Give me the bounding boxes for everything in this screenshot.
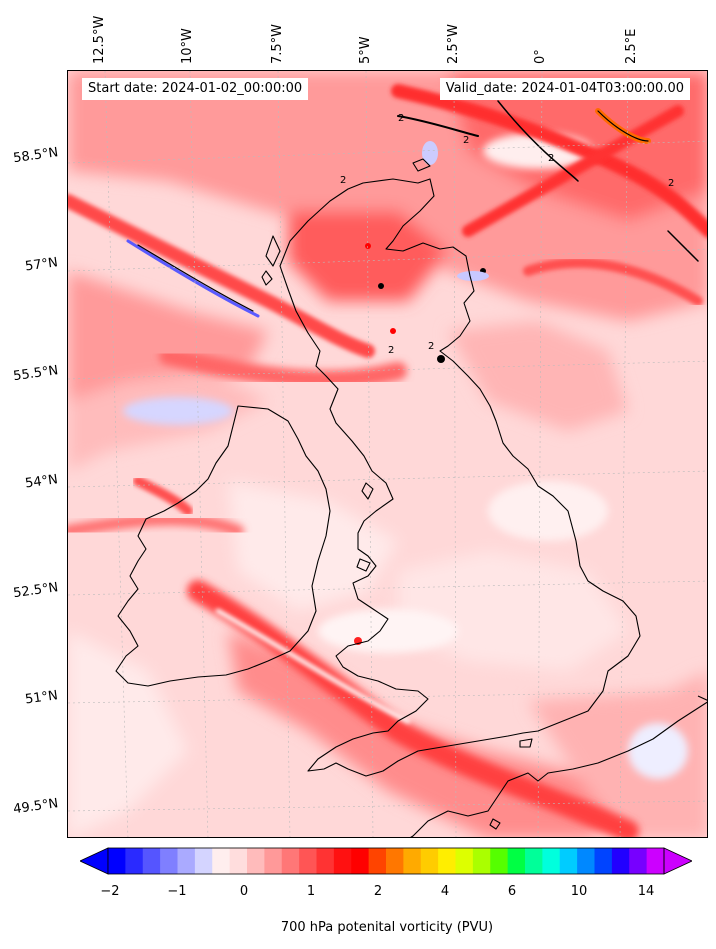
colorbar-swatch [507,848,526,874]
colorbar-swatch [194,848,213,874]
colorbar-swatch [177,848,196,874]
colorbar-swatch [438,848,456,874]
colorbar-swatch [525,848,543,874]
colorbar-swatch [542,848,561,874]
lat-label-54n: 54°N [24,472,60,492]
svg-text:2: 2 [340,175,346,186]
colorbar-swatch [455,848,474,874]
colorbar-swatch [629,848,648,874]
colorbar-title: 700 hPa potenital vorticity (PVU) [280,920,494,935]
lon-label-0: 0° [533,49,548,64]
lon-label-2.5w: 2.5°W [446,23,461,64]
lon-label-2.5e: 2.5°E [624,28,639,64]
cb-tick-1: 1 [306,884,316,899]
colorbar-swatch [160,848,178,874]
coastlines [115,158,707,837]
colorbar-swatch [108,848,126,874]
cb-tick-6: 6 [507,884,517,899]
colorbar-swatch [299,848,317,874]
lat-label-57n: 57°N [24,255,60,275]
lat-label-49.5n: 49.5°N [12,796,60,818]
colorbar-swatch [403,848,422,874]
colorbar-swatch [386,848,404,874]
cb-tick-10: 10 [570,884,588,899]
lat-label-52.5n: 52.5°N [12,580,60,602]
colorbar-swatch [264,848,283,874]
svg-text:2: 2 [398,113,404,124]
svg-text:2: 2 [548,153,554,164]
pv-field-map: 2 2 2 2 2 2 2 [68,71,707,837]
cb-tick-neg2: −2 [100,884,120,899]
svg-text:2: 2 [428,341,434,352]
colorbar-swatch [281,848,300,874]
colorbar-swatch [247,848,265,874]
colorbar-swatch [594,848,613,874]
colorbar-swatch [559,848,578,874]
colorbar-swatch [490,848,509,874]
colorbar-swatch [125,848,144,874]
lon-label-12.5w: 12.5°W [92,15,107,64]
colorbar-swatch [351,848,370,874]
svg-text:2: 2 [388,345,394,356]
cb-tick-neg1: −1 [167,884,187,899]
valid-date-label: Valid_date: 2024-01-04T03:00:00.00 [439,78,690,100]
contour-labels: 2 2 2 2 2 2 2 [340,113,674,356]
colorbar-swatch [316,848,335,874]
lat-label-55.5n: 55.5°N [12,363,60,385]
graticule [68,71,707,837]
colorbar-swatch [212,848,231,874]
colorbar-swatch [420,848,439,874]
pv-hotspots [354,141,489,645]
colorbar-swatch [611,848,630,874]
lon-label-5w: 5°W [358,36,373,64]
lat-label-58.5n: 58.5°N [12,145,60,167]
colorbar-extend-high [663,847,692,875]
pv-streaks [68,84,707,837]
lat-label-51n: 51°N [24,688,60,708]
colorbar-swatch [577,848,595,874]
colorbar-border [107,847,665,875]
svg-text:2: 2 [463,135,469,146]
lon-label-7.5w: 7.5°W [270,23,285,64]
lon-label-10w: 10°W [180,28,195,64]
colorbar-swatch [229,848,248,874]
colorbar-swatch [472,848,491,874]
colorbar-swatch [333,848,352,874]
cb-tick-4: 4 [440,884,450,899]
colorbar-swatch [142,848,161,874]
svg-text:2: 2 [668,178,674,189]
colorbar-swatch [646,848,665,874]
map-panel[interactable]: 2 2 2 2 2 2 2 [67,70,708,838]
cb-tick-14: 14 [637,884,655,899]
colorbar [80,847,692,875]
start-date-label: Start date: 2024-01-02_00:00:00 [82,78,309,100]
colorbar-extend-low [80,847,109,875]
cb-tick-0: 0 [239,884,249,899]
cb-tick-2: 2 [373,884,383,899]
colorbar-swatch [368,848,387,874]
